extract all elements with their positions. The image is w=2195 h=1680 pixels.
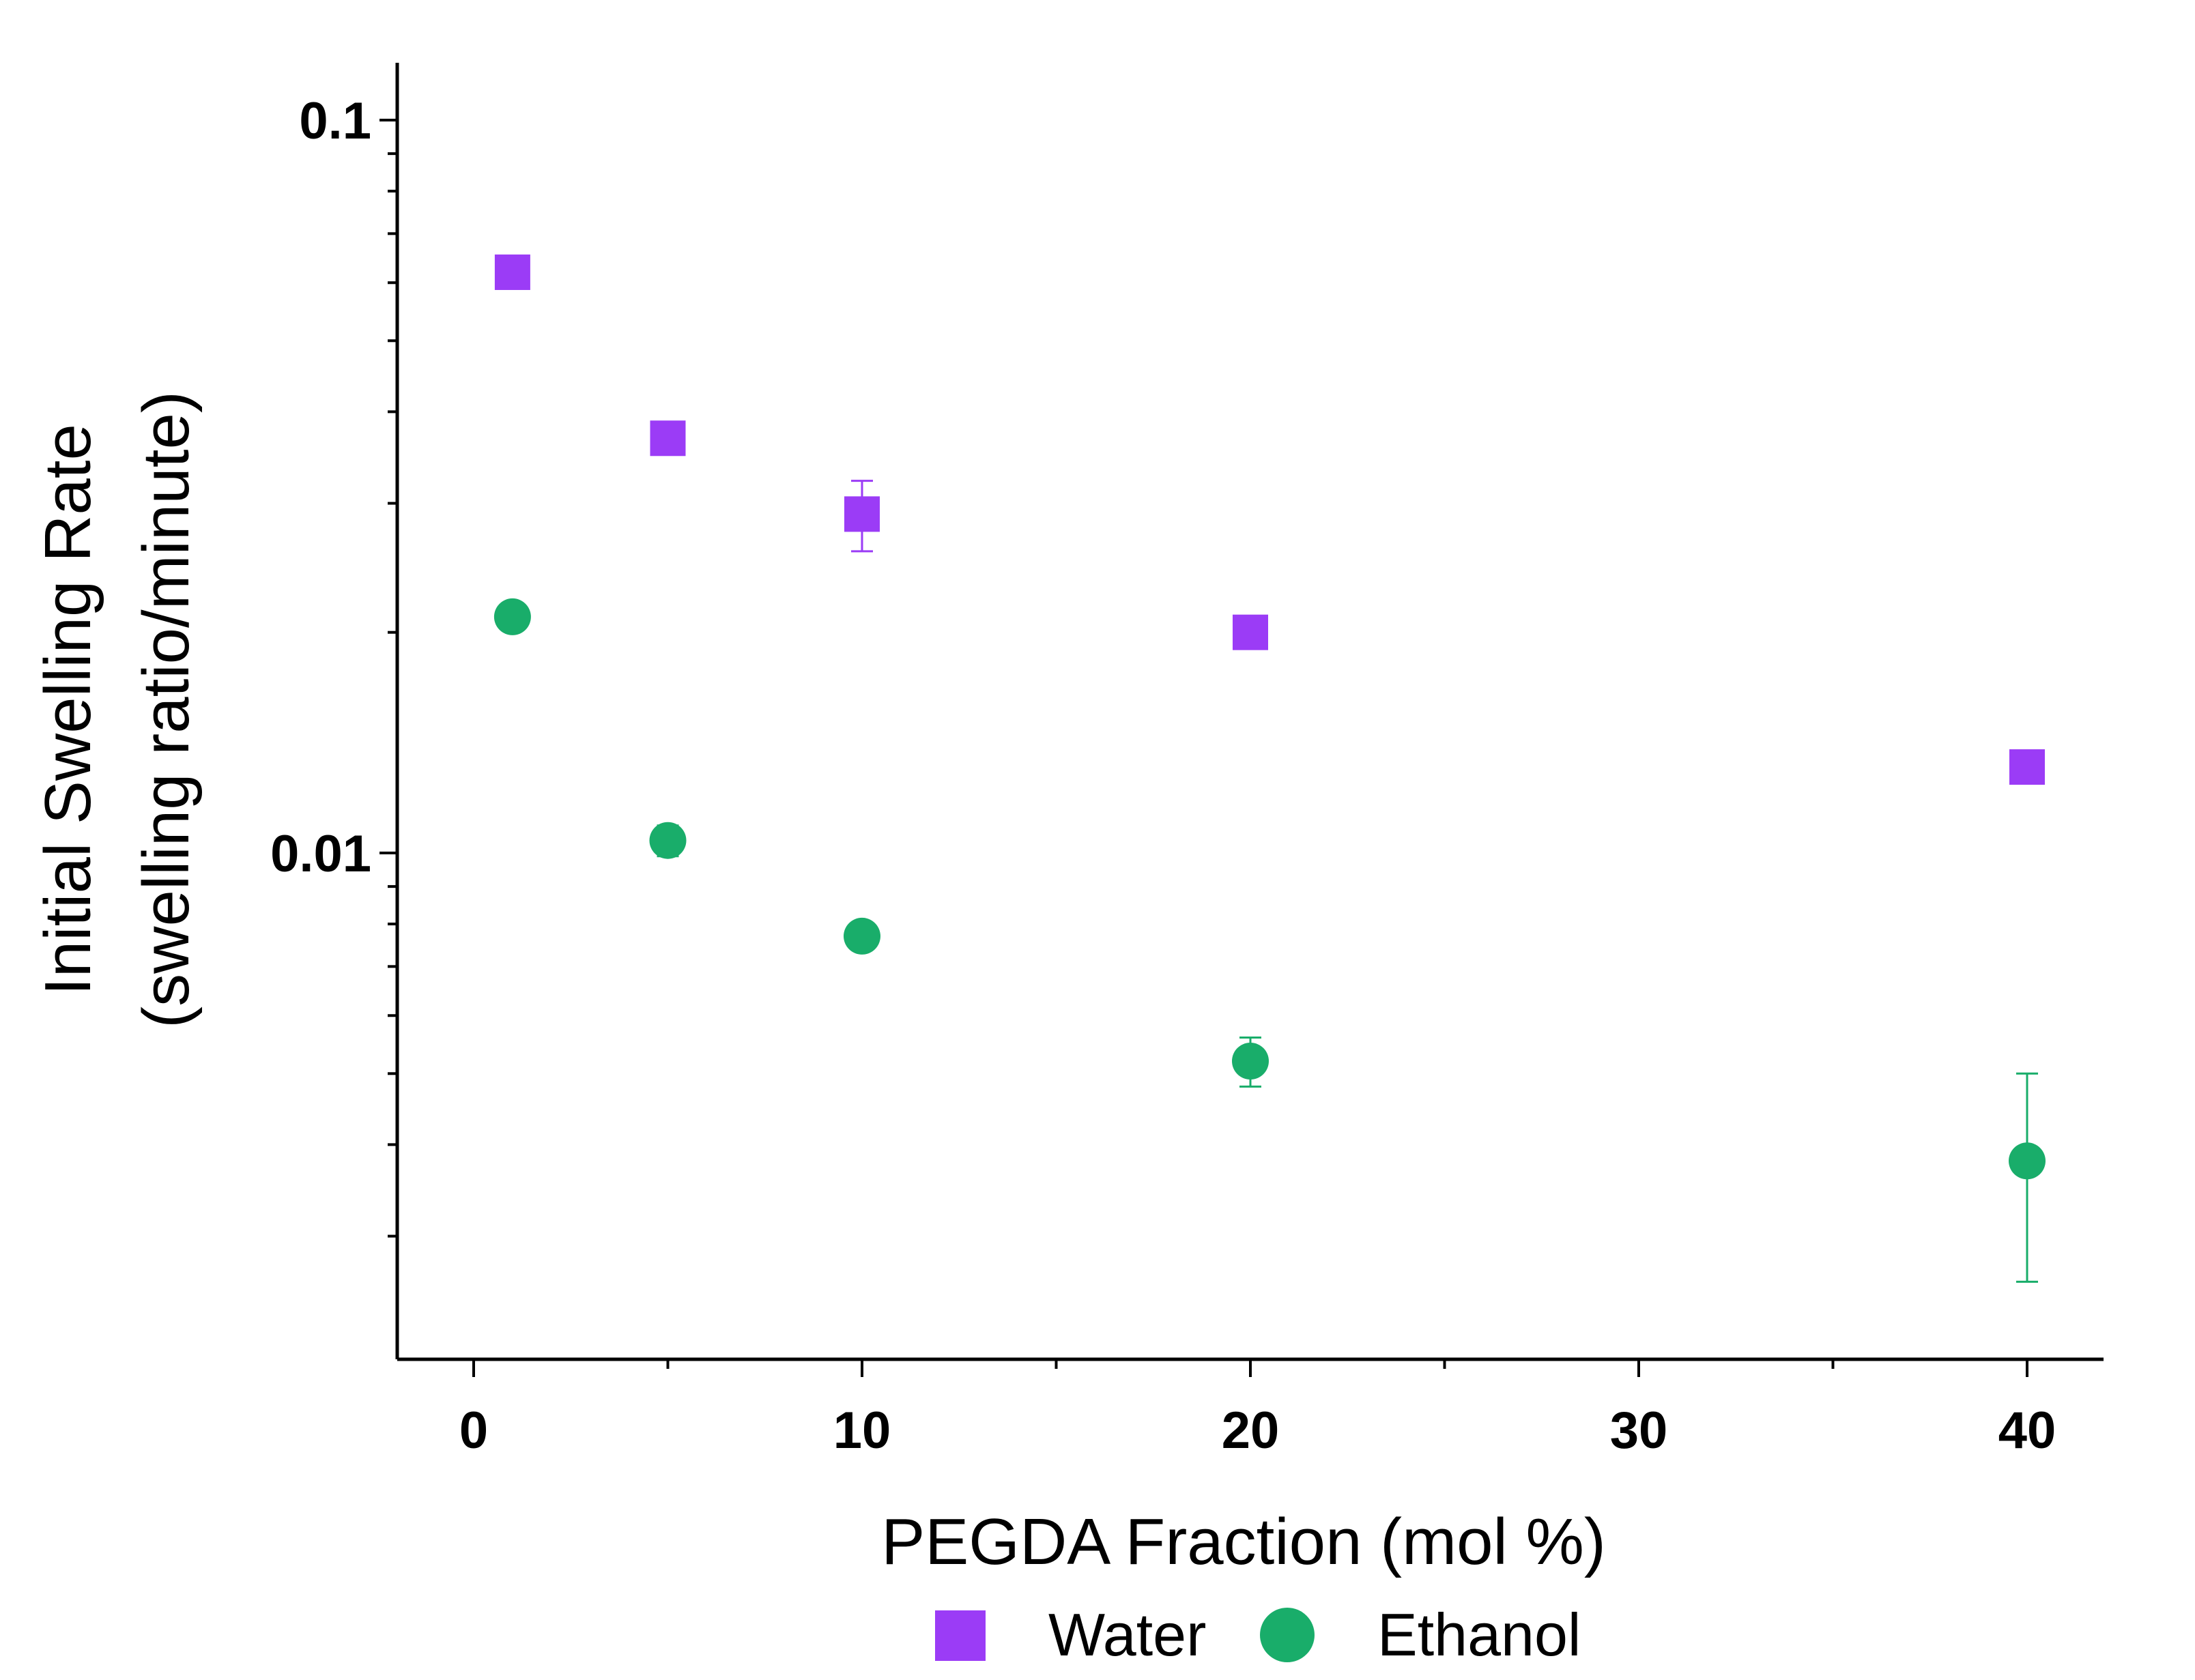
data-point-ethanol <box>2009 1142 2046 1180</box>
data-point-water <box>1233 614 1268 650</box>
x-tick-label: 20 <box>1222 1402 1280 1460</box>
legend-water-marker <box>935 1610 986 1661</box>
data-point-ethanol <box>649 822 687 859</box>
series-water <box>494 254 2045 785</box>
x-tick-label: 40 <box>1998 1402 2056 1460</box>
legend-ethanol-label: Ethanol <box>1377 1601 1581 1668</box>
data-point-ethanol <box>493 598 531 635</box>
x-tick-label: 10 <box>833 1402 891 1460</box>
x-tick-label: 0 <box>459 1402 488 1460</box>
y-axis-title-line1: Initial Swelling Rate <box>31 424 104 996</box>
legend-water-label: Water <box>1048 1601 1206 1668</box>
y-axis-title-line2: (swelling ratio/minute) <box>130 391 203 1028</box>
data-point-water <box>494 254 530 290</box>
series-ethanol <box>493 598 2046 1283</box>
x-tick-label: 30 <box>1610 1402 1668 1460</box>
data-point-water <box>844 496 880 532</box>
series-layer <box>493 254 2046 1283</box>
y-tick-label: 0.1 <box>299 92 371 150</box>
data-point-water <box>2009 749 2045 785</box>
y-tick-label: 0.01 <box>270 825 371 883</box>
data-point-ethanol <box>844 917 880 955</box>
y-axis-title: Initial Swelling Rate (swelling ratio/mi… <box>31 391 203 1028</box>
data-point-water <box>650 420 686 457</box>
x-axis-title: PEGDA Fraction (mol %) <box>881 1505 1606 1578</box>
data-point-ethanol <box>1232 1043 1269 1080</box>
legend-ethanol-marker <box>1260 1608 1315 1662</box>
y-axis: 0.1 0.01 <box>270 63 399 1359</box>
legend: Water Ethanol <box>935 1601 1581 1668</box>
x-axis: 0 10 20 30 40 <box>397 1357 2104 1460</box>
